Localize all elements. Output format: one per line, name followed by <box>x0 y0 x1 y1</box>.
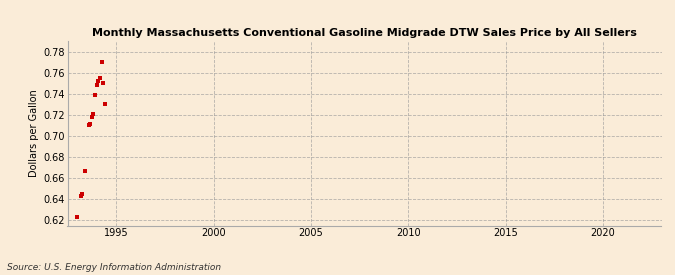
Title: Monthly Massachusetts Conventional Gasoline Midgrade DTW Sales Price by All Sell: Monthly Massachusetts Conventional Gasol… <box>92 28 637 38</box>
Text: Source: U.S. Energy Information Administration: Source: U.S. Energy Information Administ… <box>7 263 221 272</box>
Y-axis label: Dollars per Gallon: Dollars per Gallon <box>29 89 39 177</box>
